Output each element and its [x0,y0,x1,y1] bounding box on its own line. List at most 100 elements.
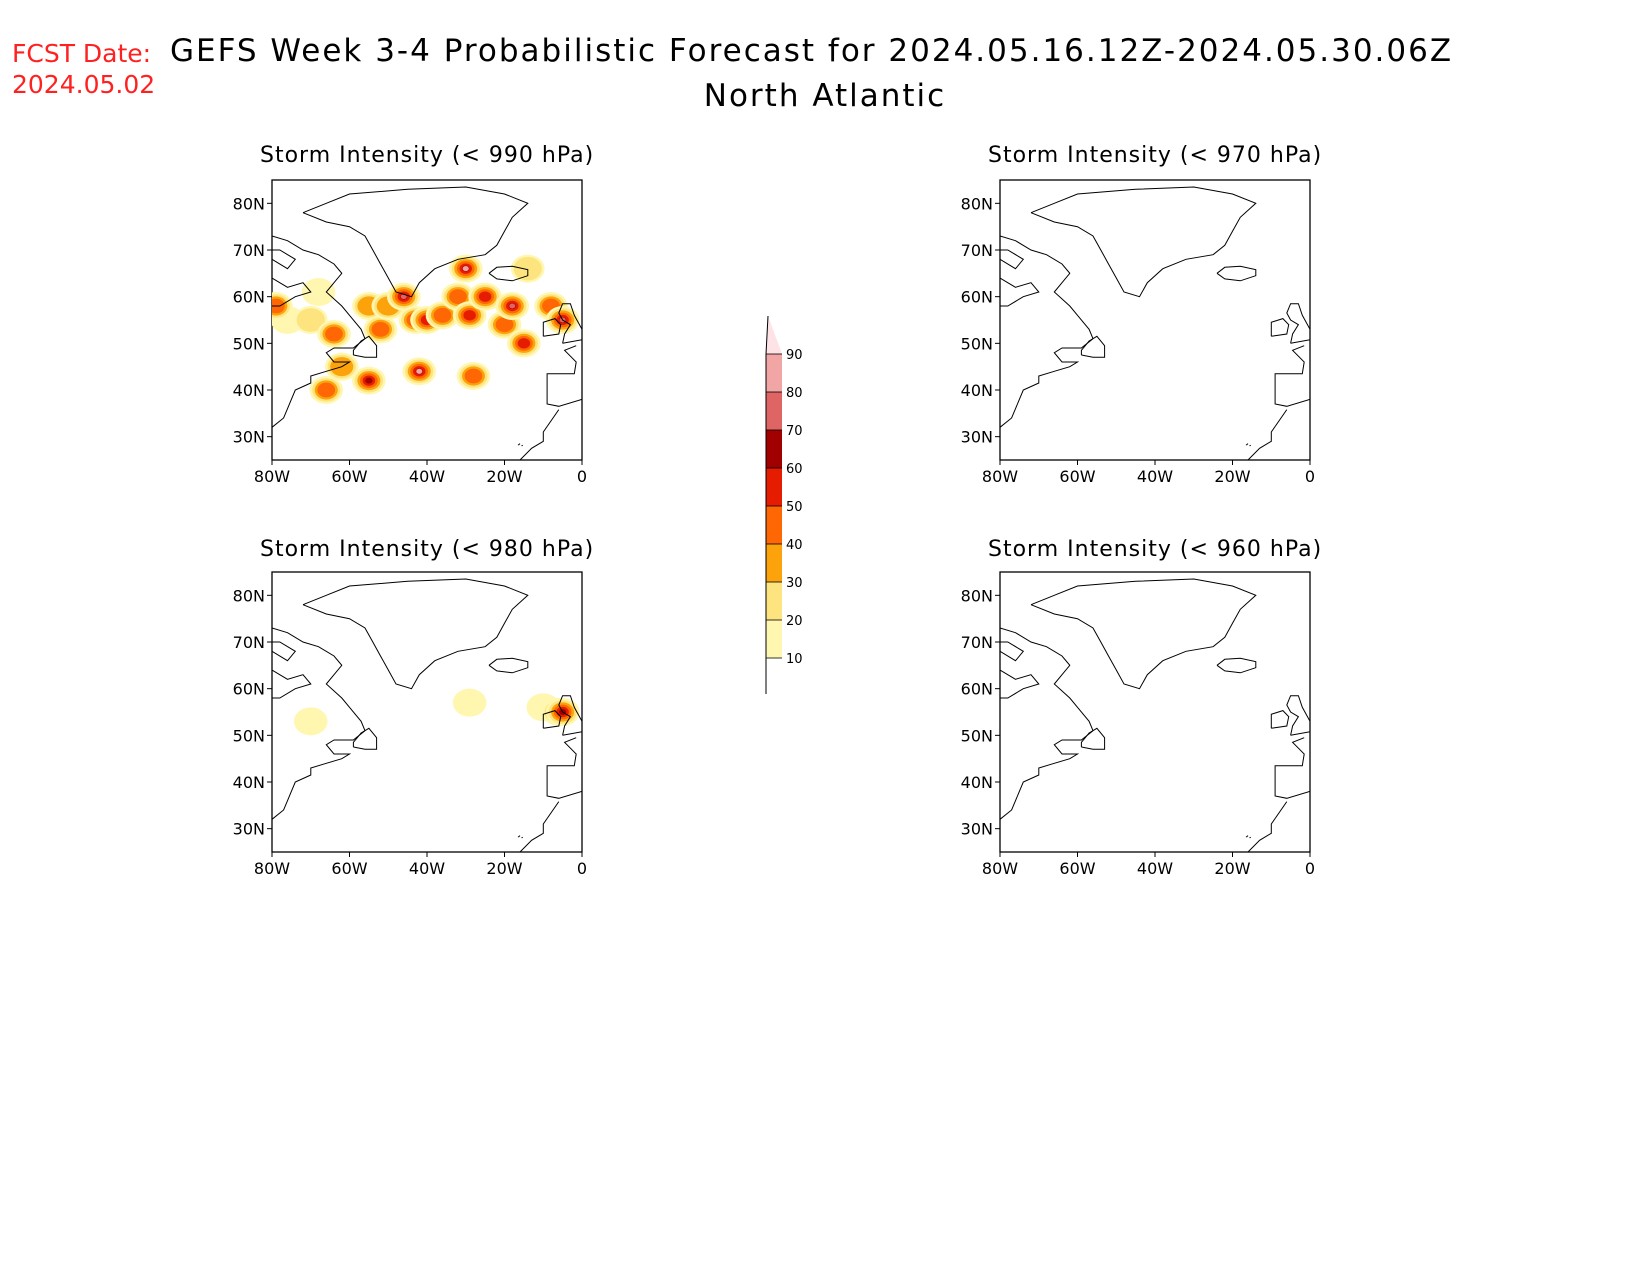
colorbar-segment [766,582,782,620]
probability-blob [495,317,514,333]
fcst-label: FCST Date: [12,39,152,68]
probability-blob [416,368,423,374]
lat-tick-label: 70N [961,633,993,652]
probability-blob [433,307,452,323]
lat-tick-label: 40N [961,381,993,400]
lat-tick-label: 70N [233,241,265,260]
coastline [272,249,297,270]
colorbar-tick-label: 80 [786,386,803,401]
colorbar-tick-label: 50 [786,500,803,515]
coastline [1286,695,1310,736]
probability-blob [296,308,325,332]
coastline [1000,235,1094,428]
coastline [517,835,521,838]
colorbar-segment [766,620,782,658]
coastline [1249,444,1252,447]
probability-blob [463,310,476,321]
lat-tick-label: 30N [961,820,993,839]
coastline [488,657,529,674]
map-frame [999,179,1311,461]
lon-tick-label: 80W [982,859,1018,878]
coastline [558,303,582,344]
lat-tick-label: 50N [961,334,993,353]
coastline [1000,277,1040,307]
colorbar-segment [766,430,782,468]
probability-blob [462,266,469,272]
lon-tick-label: 0 [1305,859,1315,878]
coastline [272,669,312,699]
colorbar-segment [766,544,782,582]
lat-tick-label: 50N [961,726,993,745]
map-frame [999,571,1311,853]
probability-blob [464,368,483,384]
panel-title-960: Storm Intensity (< 960 hPa) [988,537,1323,562]
lat-tick-label: 80N [961,586,993,605]
coastline [558,695,582,736]
coastline [517,443,521,446]
coastline [272,627,366,820]
probability-blob [293,707,328,736]
panel-title-970: Storm Intensity (< 970 hPa) [988,143,1323,168]
coastline [546,737,582,799]
colorbar-segment [766,506,782,544]
probability-blob [301,278,336,306]
lat-tick-label: 30N [961,428,993,447]
map-panel-990: 80N 70N 60N 50N 40N 30N 80W 60W 40W 20W 0 [233,179,587,486]
lat-tick-label: 40N [233,381,265,400]
lat-tick-label: 70N [961,241,993,260]
probability-blob [452,688,487,717]
lon-tick-label: 60W [331,859,367,878]
lon-tick-label: 20W [486,859,522,878]
coastline [302,578,529,690]
lon-tick-label: 80W [254,467,290,486]
coastline [1000,641,1025,662]
coastline [519,409,560,460]
map-panel-980: 80N 70N 60N 50N 40N 30N 80W 60W 40W 20W 0 [233,571,587,878]
lon-tick-label: 40W [1137,859,1173,878]
coastline [1030,186,1257,298]
colorbar-upper-tip [766,316,782,354]
coastline [1000,249,1025,270]
probability-blob [371,321,390,337]
map-panel-970: 80N 70N 60N 50N 40N 30N 80W 60W 40W 20W 0 [961,179,1315,486]
fcst-date-block: FCST Date: 2024.05.02 [12,38,155,100]
colorbar: 10 20 30 40 50 60 70 80 90 [765,315,803,694]
probability-blob [513,256,542,281]
coastline [1247,801,1288,852]
lon-tick-label: 80W [982,467,1018,486]
coastline [1080,727,1106,750]
lat-tick-label: 50N [233,334,265,353]
lat-tick-label: 80N [961,194,993,213]
panel-title-980: Storm Intensity (< 980 hPa) [260,537,595,562]
colorbar-tick-label: 20 [786,614,803,629]
coastline [1216,657,1257,674]
coastline [521,836,524,839]
colorbar-tick-label: 90 [786,348,803,363]
lat-tick-label: 30N [233,428,265,447]
colorbar-segment [766,392,782,430]
coastline [521,444,524,447]
lat-tick-label: 60N [233,288,265,307]
lon-tick-label: 20W [486,467,522,486]
colorbar-tick-label: 60 [786,462,803,477]
lat-tick-label: 40N [233,773,265,792]
lat-tick-label: 50N [233,726,265,745]
panel-title-990: Storm Intensity (< 990 hPa) [260,143,595,168]
lon-tick-label: 40W [409,859,445,878]
coastline [542,318,562,337]
probability-blob [517,338,531,349]
lon-tick-label: 60W [331,467,367,486]
lon-tick-label: 60W [1059,859,1095,878]
lon-tick-label: 40W [1137,467,1173,486]
lon-tick-label: 0 [1305,467,1315,486]
lon-tick-label: 0 [577,467,587,486]
probability-blob [400,294,407,300]
coastline [1245,835,1249,838]
coastline [352,727,378,750]
lon-tick-label: 40W [409,467,445,486]
colorbar-tick-label: 30 [786,576,803,591]
coastline [1274,345,1310,407]
lon-tick-label: 20W [1214,467,1250,486]
lon-tick-label: 0 [577,859,587,878]
coastline [272,277,312,307]
